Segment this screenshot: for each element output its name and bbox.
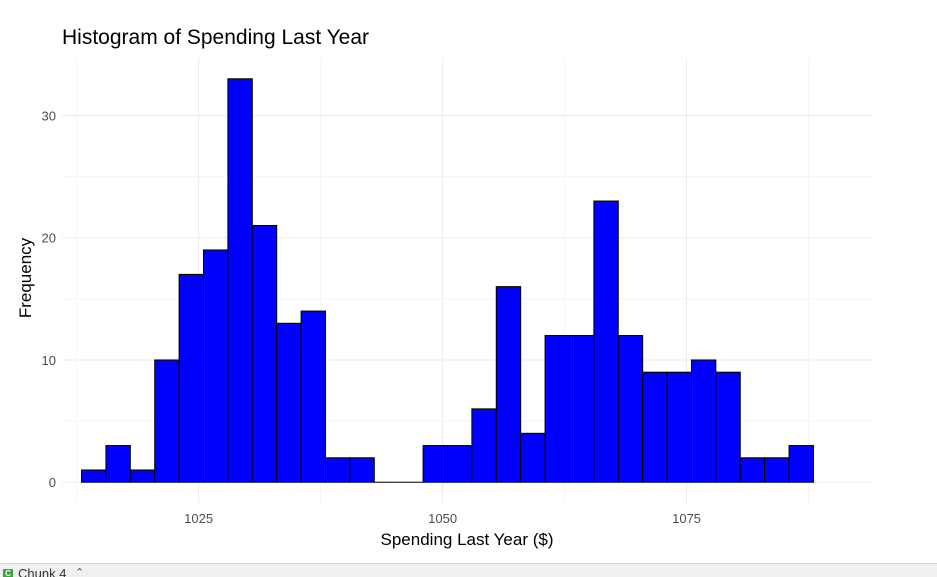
histogram-bar <box>642 371 668 483</box>
histogram-bar <box>520 432 546 483</box>
histogram-bar <box>764 457 790 483</box>
chart-title: Histogram of Spending Last Year <box>62 26 369 49</box>
histogram-bar <box>105 445 131 483</box>
histogram-bar <box>666 371 692 483</box>
y-tick-label: 0 <box>49 475 56 490</box>
x-tick-label: 1025 <box>184 511 213 526</box>
histogram-bar <box>178 273 205 483</box>
x-tick-label: 1050 <box>428 511 457 526</box>
chunk-label[interactable]: Chunk 4 <box>18 566 67 577</box>
histogram-bar <box>251 224 278 483</box>
histogram-bar <box>276 322 302 483</box>
histogram-bar <box>690 359 717 483</box>
tick-labels: 1025 1050 1075 0 10 20 30 <box>42 108 702 526</box>
histogram-bar <box>81 469 107 483</box>
chunk-icon: C <box>3 569 13 577</box>
histogram-bar <box>471 408 497 483</box>
y-tick-label: 30 <box>42 108 56 123</box>
y-axis-title: Frequency <box>16 237 35 318</box>
histogram-bar <box>544 335 570 483</box>
histogram-bar <box>739 457 766 483</box>
histogram-bar <box>300 310 326 483</box>
histogram-bar <box>129 469 156 483</box>
histogram-bar <box>568 335 595 483</box>
histogram-bar <box>788 445 814 483</box>
histogram-bar <box>324 457 351 483</box>
histogram-chart: 1025 1050 1075 0 10 20 30 Histogram of Spendin… <box>16 26 872 549</box>
y-tick-label: 10 <box>42 353 56 368</box>
histogram-bar <box>422 445 448 483</box>
histogram-bar <box>203 249 229 483</box>
histogram-bar <box>154 359 180 483</box>
chunk-toolbar[interactable]: C Chunk 4 ⌃ <box>0 563 937 577</box>
histogram-bars <box>81 78 814 483</box>
histogram-bar <box>446 445 473 483</box>
histogram-bar <box>227 78 253 483</box>
y-tick-label: 20 <box>42 231 56 246</box>
histogram-bar <box>715 371 741 483</box>
histogram-bar <box>617 335 644 483</box>
chevron-up-icon[interactable]: ⌃ <box>75 566 85 577</box>
histogram-bar <box>349 457 375 483</box>
x-tick-label: 1075 <box>672 511 701 526</box>
histogram-bar <box>495 286 522 483</box>
x-axis-title: Spending Last Year ($) <box>381 530 554 549</box>
histogram-bar <box>593 200 619 483</box>
